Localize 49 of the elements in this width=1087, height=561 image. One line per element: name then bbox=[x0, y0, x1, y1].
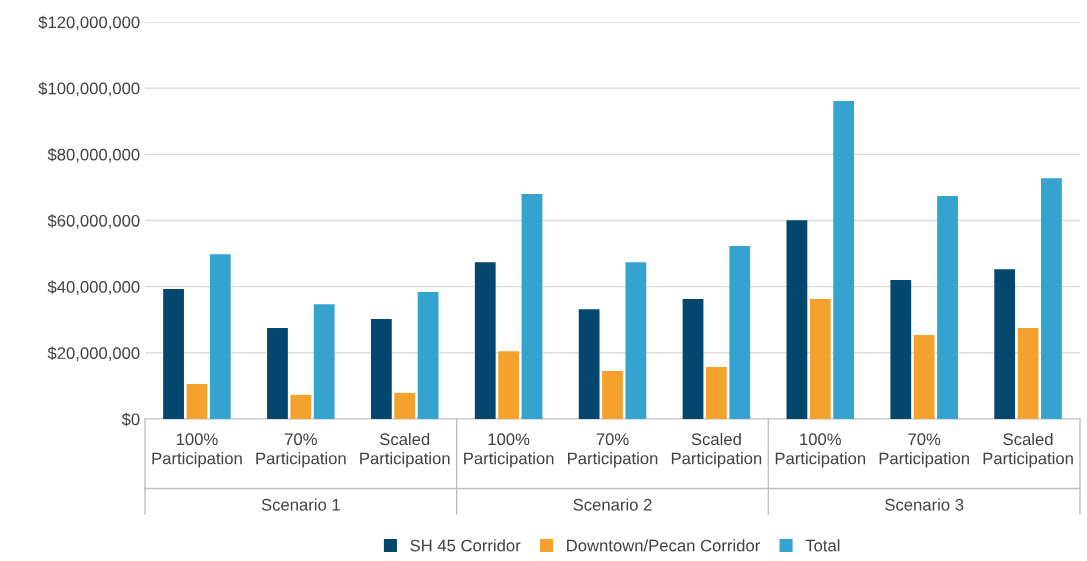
y-tick-label: $40,000,000 bbox=[47, 280, 140, 295]
bar bbox=[809, 298, 831, 419]
text: Scenario 1 bbox=[261, 498, 340, 511]
bar bbox=[786, 220, 808, 419]
bar bbox=[682, 298, 704, 419]
bar bbox=[1041, 178, 1062, 419]
bar bbox=[267, 328, 288, 419]
x-tick-label: 100% Participation bbox=[464, 433, 554, 468]
legend-label: Downtown/Pecan Corridor bbox=[567, 539, 760, 552]
bar bbox=[1017, 328, 1039, 419]
x-tick-label: 100% Participation bbox=[775, 433, 866, 468]
y-tick-label: $20,000,000 bbox=[47, 346, 140, 362]
x-tick-label: 70% Participation bbox=[879, 433, 969, 468]
y-tick-label: $80,000,000 bbox=[47, 148, 140, 163]
y-tick-label: $100,000,000 bbox=[38, 81, 140, 97]
bar bbox=[913, 334, 935, 419]
bar bbox=[313, 304, 335, 419]
bar bbox=[394, 392, 416, 419]
bar bbox=[890, 280, 912, 419]
y-tick-label: $60,000,000 bbox=[47, 214, 140, 229]
x-tick-label: 100% Participation bbox=[152, 433, 242, 468]
x-tick-label: 70% Participation bbox=[568, 433, 658, 468]
bar bbox=[602, 371, 623, 419]
bar bbox=[417, 291, 439, 419]
bar bbox=[706, 367, 727, 419]
bar bbox=[521, 194, 543, 419]
bar bbox=[163, 288, 184, 419]
x-tick-label: Scaled Participation bbox=[360, 432, 450, 468]
bar bbox=[186, 383, 208, 419]
bar bbox=[625, 262, 647, 419]
x-tick-label: Scaled Participation bbox=[983, 432, 1073, 468]
text: Scenario 3 bbox=[885, 498, 964, 511]
text: Scenario 2 bbox=[573, 498, 652, 511]
y-tick-label: $0 bbox=[121, 412, 140, 427]
bar bbox=[290, 394, 312, 419]
bar bbox=[578, 309, 600, 419]
bar bbox=[833, 101, 855, 419]
bar bbox=[994, 269, 1016, 419]
bar bbox=[370, 319, 392, 419]
legend-label: Total bbox=[805, 539, 840, 552]
bar bbox=[937, 196, 958, 419]
x-tick-label: 70% Participation bbox=[256, 433, 346, 468]
y-tick-label: $120,000,000 bbox=[38, 15, 140, 31]
bar bbox=[498, 351, 519, 419]
legend-label: SH 45 Corridor bbox=[410, 539, 521, 552]
bar bbox=[474, 262, 496, 419]
bar bbox=[729, 245, 751, 419]
x-tick-label: Scaled Participation bbox=[671, 432, 762, 468]
bar bbox=[209, 254, 231, 419]
